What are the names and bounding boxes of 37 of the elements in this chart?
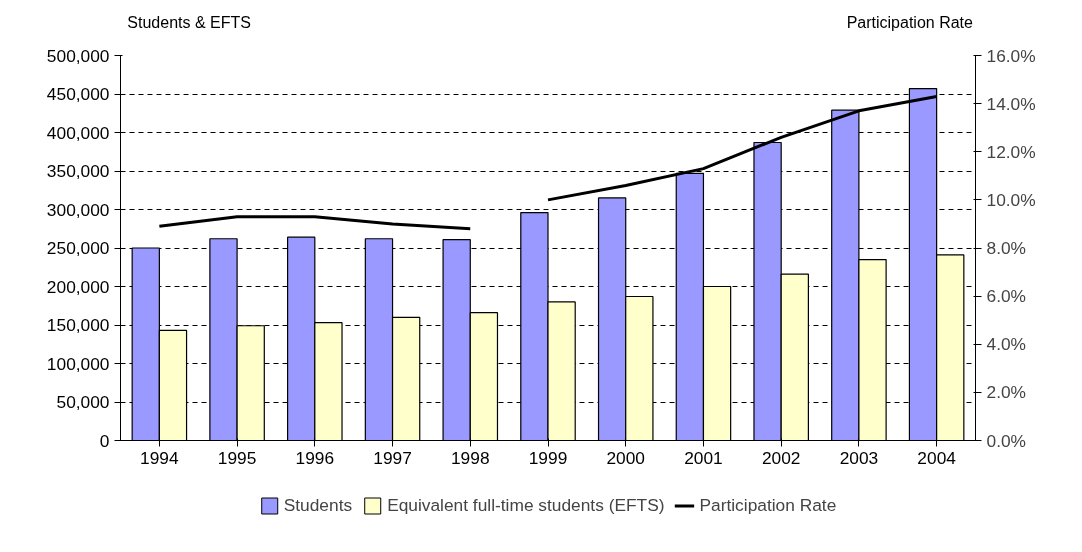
y2-tick-label: 8.0%: [986, 238, 1026, 258]
y-tick-label: 400,000: [46, 122, 110, 143]
y2-axis-title: Participation Rate: [846, 14, 974, 31]
x-tick-label: 1998: [451, 447, 490, 468]
x-tick-label: 1999: [528, 447, 568, 468]
y2-tick-label: 14.0%: [986, 93, 1036, 114]
y-tick-label: 300,000: [46, 199, 110, 220]
x-tick-label: 2002: [761, 447, 801, 468]
line-series: [157, 215, 472, 231]
y2-tick-label: 4.0%: [986, 334, 1026, 355]
x-tick-label: 2000: [606, 447, 646, 468]
x-tick-label: 2003: [839, 447, 879, 468]
y2-tick-label: 16.0%: [986, 45, 1036, 66]
y2-tick-label: 12.0%: [986, 141, 1036, 162]
x-tick-label: 1994: [140, 447, 179, 468]
y-tick-label: 450,000: [46, 84, 110, 104]
x-tick-label: 1995: [217, 447, 257, 468]
x-tick-label: 2001: [684, 447, 723, 468]
x-tick-label: 1997: [373, 447, 412, 468]
y-tick-label: 350,000: [46, 161, 110, 181]
y2-tick-label: 10.0%: [986, 189, 1036, 210]
y2-tick-label: 6.0%: [986, 286, 1026, 307]
y-tick-label: 200,000: [46, 276, 110, 297]
legend-label: Equivalent full-time students (EFTS): [387, 494, 665, 516]
x-tick-label: 1996: [295, 447, 335, 468]
y-tick-label: 100,000: [46, 353, 110, 374]
y-tick-label: 0: [99, 430, 110, 451]
y-tick-label: 50,000: [56, 392, 110, 412]
legend-label: Participation Rate: [699, 494, 837, 516]
y2-tick-label: 2.0%: [986, 382, 1026, 403]
y-tick-label: 150,000: [46, 315, 110, 335]
legend-label: Students: [283, 494, 353, 516]
y2-tick-label: 0.0%: [986, 430, 1026, 451]
y-axis-title: Students & EFTS: [127, 14, 251, 31]
y-tick-label: 250,000: [46, 238, 110, 258]
x-tick-label: 2004: [917, 447, 957, 468]
y-tick-label: 500,000: [46, 45, 110, 66]
